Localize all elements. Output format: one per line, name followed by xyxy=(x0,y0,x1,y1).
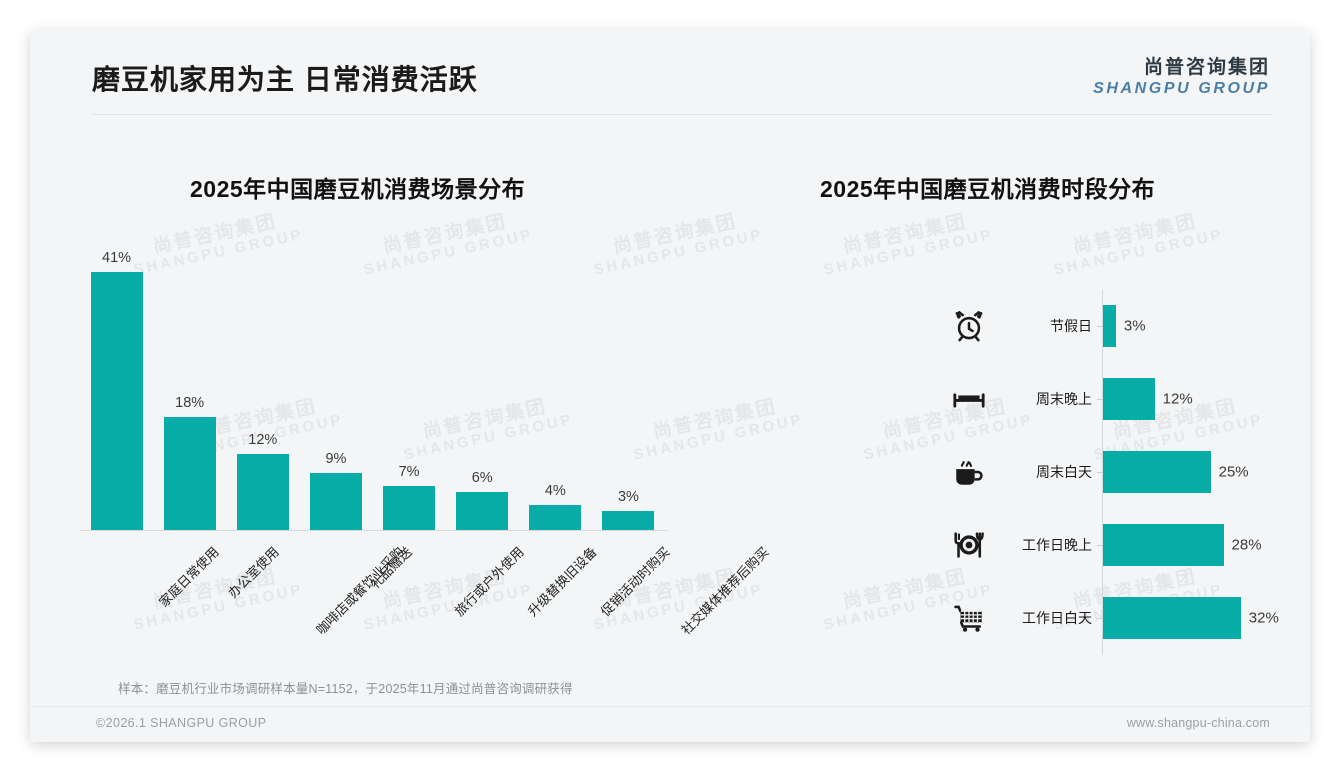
scenario-bar-value: 18% xyxy=(175,394,205,411)
scenario-bar[interactable] xyxy=(163,416,216,530)
scenario-bar-column[interactable]: 9% xyxy=(309,240,362,530)
timeslot-axis-tick xyxy=(1097,618,1103,619)
scenario-category-label: 社交媒体推荐后购买 xyxy=(678,544,773,638)
timeslot-bar-value: 32% xyxy=(1248,609,1279,627)
timeslot-axis-tick xyxy=(1097,399,1103,400)
alarm-clock-icon xyxy=(952,309,986,343)
timeslot-row[interactable]: 工作日白天 32% xyxy=(940,582,1300,654)
timeslot-bar-value: 3% xyxy=(1123,317,1146,335)
scenario-bar-column[interactable]: 18% xyxy=(163,240,216,530)
timeslot-category-label: 周末晚上 xyxy=(1036,391,1092,407)
brand-logo-en: SHANGPU GROUP xyxy=(1093,80,1270,97)
scenario-bar-value: 12% xyxy=(248,432,278,449)
scenario-bar-column[interactable]: 7% xyxy=(383,240,436,530)
timeslot-row[interactable]: 节假日 3% xyxy=(940,290,1300,362)
timeslot-bar[interactable] xyxy=(1103,597,1241,639)
bed-icon xyxy=(952,382,986,416)
scenario-axis-baseline xyxy=(80,530,668,531)
timeslot-bar[interactable] xyxy=(1103,305,1116,347)
timeslot-axis-tick xyxy=(1097,472,1103,473)
timeslot-category-label: 工作日白天 xyxy=(1022,610,1092,626)
shopping-cart-icon xyxy=(952,601,986,635)
scenario-category-label: 家庭日常使用 xyxy=(155,544,222,610)
timeslot-bar-chart: 节假日 3% 周末晚上 12% 周末白天 25% 工作日晚上 28% 工作日白天 32% xyxy=(940,280,1300,670)
scenario-category-label: 办公室使用 xyxy=(224,544,282,601)
scenario-bar-chart: 41% 18% 12% 9% 7% 6% 4% 3% 家庭日常使用 办公室使用 咖啡店或餐饮业采购… xyxy=(50,240,772,637)
timeslot-axis-tick xyxy=(1097,545,1103,546)
scenario-bar-value: 41% xyxy=(102,249,132,266)
footer-divider xyxy=(30,706,1310,707)
timeslot-category-label: 周末白天 xyxy=(1036,464,1092,480)
dinner-plate-icon xyxy=(952,528,986,562)
timeslot-bar-value: 25% xyxy=(1218,463,1249,481)
scenario-bar-column[interactable]: 6% xyxy=(456,240,509,530)
scenario-category-label: 促销活动时购买 xyxy=(598,544,674,620)
scenario-bar-column[interactable]: 12% xyxy=(236,240,289,530)
scenario-bar[interactable] xyxy=(529,504,582,530)
timeslot-bar[interactable] xyxy=(1103,378,1155,420)
timeslot-axis-tick xyxy=(1097,326,1103,327)
timeslot-row[interactable]: 周末白天 25% xyxy=(940,436,1300,508)
scenario-bar-value: 3% xyxy=(617,489,639,506)
scenario-category-label: 升级替换旧设备 xyxy=(524,544,600,620)
timeslot-bar-value: 12% xyxy=(1162,390,1193,408)
timeslot-bar-value: 28% xyxy=(1231,536,1262,554)
scenario-category-label: 旅行或户外使用 xyxy=(451,544,527,620)
copyright-text: ©2026.1 SHANGPU GROUP xyxy=(96,716,267,730)
website-url[interactable]: www.shangpu-china.com xyxy=(1126,716,1270,730)
scenario-bar-value: 4% xyxy=(544,482,566,499)
chart-title-timeslot: 2025年中国磨豆机消费时段分布 xyxy=(820,176,1156,202)
timeslot-category-label: 工作日晚上 xyxy=(1022,537,1092,553)
slide-canvas: 尚普咨询集团 SHANGPU GROUP 尚普咨询集团 SHANGPU GROUP 尚普… xyxy=(30,30,1310,742)
chart-title-scenario: 2025年中国磨豆机消费场景分布 xyxy=(190,176,526,202)
scenario-bar[interactable] xyxy=(602,511,655,530)
scenario-bar-column[interactable]: 3% xyxy=(602,240,655,530)
timeslot-row[interactable]: 工作日晚上 28% xyxy=(940,509,1300,581)
brand-logo: 尚普咨询集团 SHANGPU GROUP xyxy=(1093,52,1270,98)
scenario-bar[interactable] xyxy=(309,473,362,530)
scenario-bar[interactable] xyxy=(236,454,289,530)
scenario-bar[interactable] xyxy=(383,485,436,530)
brand-logo-cn: 尚普咨询集团 xyxy=(1143,57,1270,78)
header-divider xyxy=(92,114,1272,115)
scenario-plot-area: 41% 18% 12% 9% 7% 6% 4% 3% xyxy=(80,240,665,530)
coffee-cup-icon xyxy=(952,455,986,489)
scenario-bar[interactable] xyxy=(90,271,143,530)
timeslot-bar[interactable] xyxy=(1103,524,1224,566)
scenario-bar-value: 9% xyxy=(325,451,347,468)
scenario-bar-value: 6% xyxy=(471,470,493,487)
scenario-bar-value: 7% xyxy=(398,463,420,480)
scenario-bar-column[interactable]: 4% xyxy=(529,240,582,530)
sample-note: 样本：磨豆机行业市场调研样本量N=1152，于2025年11月通过尚普咨询调研获… xyxy=(118,682,573,696)
scenario-bar-column[interactable]: 41% xyxy=(90,240,143,530)
slide-header: 磨豆机家用为主 日常消费活跃 尚普咨询集团 SHANGPU GROUP xyxy=(30,30,1310,116)
timeslot-row[interactable]: 周末晚上 12% xyxy=(940,363,1300,435)
scenario-bar[interactable] xyxy=(456,492,509,530)
page-title: 磨豆机家用为主 日常消费活跃 xyxy=(92,64,478,95)
timeslot-category-label: 节假日 xyxy=(1050,318,1092,334)
timeslot-bar[interactable] xyxy=(1103,451,1211,493)
